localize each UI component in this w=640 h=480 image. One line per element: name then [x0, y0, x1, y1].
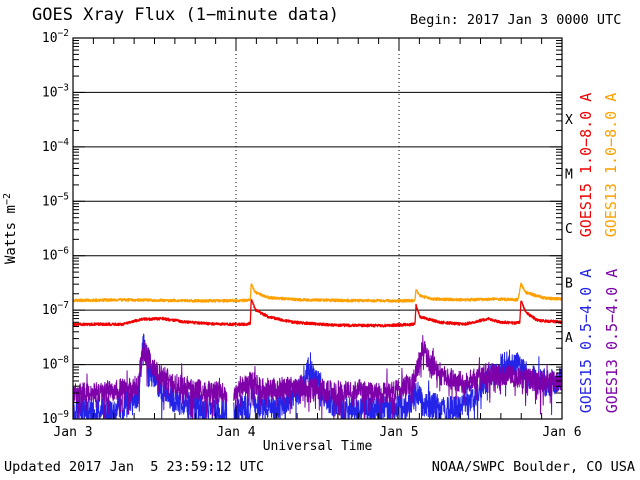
y-axis-label: Watts m−2 [2, 193, 19, 264]
svg-text:10−2: 10−2 [42, 28, 69, 46]
series-goes15-1-0-8-0-a [73, 298, 562, 328]
legend: GOES15 1.0−8.0 A GOES13 1.0−8.0 A GOES15 0… [577, 93, 621, 414]
x-tick-labels: Jan 3 Jan 4 Jan 5 Jan 6 [53, 425, 581, 440]
flare-class-b: B [565, 276, 573, 291]
credit-label: NOAA/SWPC Boulder, CO USA [431, 459, 635, 475]
svg-text:Jan 4: Jan 4 [216, 425, 255, 440]
flare-class-letters: X M C B A [565, 113, 573, 346]
series-group [73, 282, 562, 419]
updated-label: Updated 2017 Jan 5 23:59:12 UTC [4, 459, 265, 475]
flare-class-m: M [565, 168, 573, 183]
legend-goes13-1-0-8-0-a: GOES13 1.0−8.0 A [602, 93, 620, 238]
svg-text:10−3: 10−3 [42, 82, 69, 100]
svg-text:Jan 5: Jan 5 [379, 425, 418, 440]
begin-label: Begin: 2017 Jan 3 0000 UTC [410, 12, 622, 28]
svg-text:10−9: 10−9 [42, 409, 69, 427]
x-gridlines [235, 38, 400, 419]
flare-class-a: A [565, 331, 573, 346]
legend-goes15-0-5-4-0-a: GOES15 0.5−4.0 A [577, 269, 595, 414]
series-goes13-1-0-8-0-a [73, 282, 562, 303]
series-goes13-0-5-4-0-a [73, 335, 562, 419]
x-axis-label: Universal Time [263, 439, 373, 454]
chart-title: GOES Xray Flux (1−minute data) [32, 5, 340, 25]
svg-text:Jan 3: Jan 3 [53, 425, 92, 440]
svg-text:Jan 6: Jan 6 [542, 425, 581, 440]
legend-goes15-1-0-8-0-a: GOES15 1.0−8.0 A [577, 93, 595, 238]
svg-text:10−7: 10−7 [42, 300, 69, 318]
svg-text:10−4: 10−4 [42, 137, 69, 155]
flare-class-c: C [565, 222, 573, 237]
flare-class-x: X [565, 113, 573, 128]
svg-text:10−5: 10−5 [42, 191, 69, 209]
svg-text:10−8: 10−8 [42, 355, 69, 373]
svg-text:10−6: 10−6 [42, 246, 69, 264]
legend-goes13-0-5-4-0-a: GOES13 0.5−4.0 A [603, 269, 621, 414]
y-tick-labels: 10−2 10−3 10−4 10−5 10−6 10−7 10−8 10−9 [42, 28, 69, 427]
axis-ticks [72, 37, 563, 420]
